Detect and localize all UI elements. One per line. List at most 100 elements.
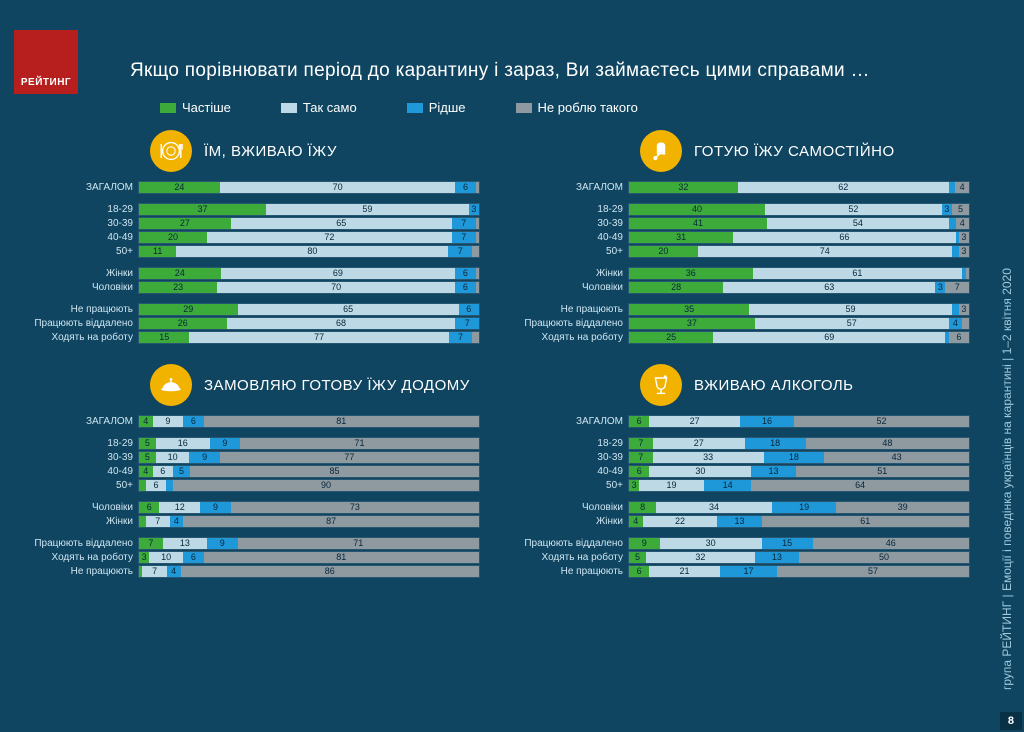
stacked-bar: 690 bbox=[138, 479, 480, 492]
page-title: Якщо порівнювати період до карантину і з… bbox=[130, 60, 870, 82]
bar-segment: 28 bbox=[629, 282, 723, 293]
bar-segment: 4 bbox=[949, 318, 963, 329]
bar-segment bbox=[476, 282, 479, 293]
bar-segment bbox=[949, 182, 956, 193]
bar-row: Жінки4221361 bbox=[520, 514, 970, 528]
stacked-bar: 7486 bbox=[138, 565, 480, 578]
legend-item: Частіше bbox=[160, 100, 231, 115]
bar-segment: 48 bbox=[806, 438, 969, 449]
bar-label: 40-49 bbox=[520, 466, 628, 477]
bar-segment: 6 bbox=[629, 466, 649, 477]
bar-segment: 15 bbox=[762, 538, 813, 549]
bar-segment bbox=[966, 268, 969, 279]
bar-segment bbox=[476, 182, 479, 193]
bar-segment: 65 bbox=[238, 304, 459, 315]
bar-label: ЗАГАЛОМ bbox=[520, 416, 628, 427]
chart-title: ЇМ, ВЖИВАЮ ЇЖУ bbox=[204, 143, 337, 160]
bar-label: 30-39 bbox=[30, 452, 138, 463]
bar-segment bbox=[139, 480, 146, 491]
bar-segment: 61 bbox=[762, 516, 969, 527]
bar-segment: 32 bbox=[629, 182, 738, 193]
bar-label: Ходять на роботу bbox=[520, 552, 628, 563]
bar-segment bbox=[476, 268, 479, 279]
bar-segment: 72 bbox=[207, 232, 452, 243]
bar-segment: 26 bbox=[139, 318, 227, 329]
bar-segment bbox=[139, 516, 146, 527]
bar-segment: 32 bbox=[646, 552, 755, 563]
bar-segment: 7 bbox=[629, 452, 653, 463]
bar-segment: 80 bbox=[176, 246, 448, 257]
bar-segment bbox=[472, 246, 479, 257]
bar-segment: 4 bbox=[139, 416, 153, 427]
bar-label: Працюють віддалено bbox=[30, 538, 138, 549]
row-group: 18-2940523530-394154440-493166350+20743 bbox=[520, 202, 970, 258]
bar-segment: 9 bbox=[189, 452, 219, 463]
chart-title: ВЖИВАЮ АЛКОГОЛЬ bbox=[694, 377, 854, 394]
bar-row: Не працюють29656 bbox=[30, 302, 480, 316]
bar-label: Не працюють bbox=[520, 304, 628, 315]
stacked-bar: 510977 bbox=[138, 451, 480, 464]
bar-segment: 6 bbox=[455, 282, 475, 293]
chart-title: ЗАМОВЛЯЮ ГОТОВУ ЇЖУ ДОДОМУ bbox=[204, 377, 470, 394]
bar-segment: 9 bbox=[200, 502, 231, 513]
bar-segment: 24 bbox=[139, 268, 221, 279]
chart-block: ЇМ, ВЖИВАЮ ЇЖУЗАГАЛОМ2470618-293759330-3… bbox=[30, 130, 480, 352]
bar-segment: 65 bbox=[231, 218, 452, 229]
bar-label: 50+ bbox=[520, 246, 628, 257]
bar-segment: 41 bbox=[629, 218, 767, 229]
bar-label: 40-49 bbox=[30, 466, 138, 477]
stacked-bar: 310681 bbox=[138, 551, 480, 564]
bar-segment: 5 bbox=[629, 552, 646, 563]
row-group: Чоловіки8341939Жінки4221361 bbox=[520, 500, 970, 528]
bar-label: Жінки bbox=[520, 268, 628, 279]
bar-row: 40-4920727 bbox=[30, 230, 480, 244]
stacked-bar: 37593 bbox=[138, 203, 480, 216]
bar-segment: 6 bbox=[183, 552, 203, 563]
bar-segment: 3 bbox=[959, 246, 969, 257]
bar-segment: 81 bbox=[204, 416, 479, 427]
bar-segment: 6 bbox=[153, 466, 173, 477]
bar-segment bbox=[962, 318, 969, 329]
bar-segment: 9 bbox=[210, 438, 240, 449]
stacked-bar: 3661 bbox=[628, 267, 970, 280]
bar-row: Працюють віддалено713971 bbox=[30, 536, 480, 550]
bar-segment: 6 bbox=[146, 480, 166, 491]
bar-segment: 19 bbox=[772, 502, 837, 513]
bar-label: 18-29 bbox=[520, 204, 628, 215]
bar-segment: 16 bbox=[156, 438, 210, 449]
stacked-bar: 3191464 bbox=[628, 479, 970, 492]
stacked-bar: 20727 bbox=[138, 231, 480, 244]
stacked-bar: 5321350 bbox=[628, 551, 970, 564]
bar-segment: 9 bbox=[153, 416, 184, 427]
bar-label: 18-29 bbox=[520, 438, 628, 449]
bar-segment: 6 bbox=[629, 566, 649, 577]
bar-row: Ходять на роботу15777 bbox=[30, 330, 480, 344]
bar-segment: 46 bbox=[813, 538, 969, 549]
bar-segment: 4 bbox=[167, 566, 181, 577]
bar-row: 50+690 bbox=[30, 478, 480, 492]
bar-label: ЗАГАЛОМ bbox=[30, 182, 138, 193]
bar-segment: 20 bbox=[139, 232, 207, 243]
bar-segment: 7 bbox=[142, 566, 166, 577]
legend-label: Частіше bbox=[182, 100, 231, 115]
bar-row: Жінки7487 bbox=[30, 514, 480, 528]
chart-title: ГОТУЮ ЇЖУ САМОСТІЙНО bbox=[694, 143, 895, 160]
brand-logo-text: РЕЙТИНГ bbox=[21, 77, 71, 88]
bar-label: Чоловіки bbox=[520, 282, 628, 293]
bar-segment: 7 bbox=[945, 282, 969, 293]
bar-segment: 43 bbox=[824, 452, 969, 463]
bar-segment: 7 bbox=[452, 218, 476, 229]
bar-row: 30-39510977 bbox=[30, 450, 480, 464]
stacked-bar: 11807 bbox=[138, 245, 480, 258]
bar-segment: 18 bbox=[764, 452, 825, 463]
bar-segment: 7 bbox=[448, 246, 472, 257]
bar-segment: 74 bbox=[698, 246, 952, 257]
bar-segment: 15 bbox=[139, 332, 189, 343]
bar-label: Працюють віддалено bbox=[30, 318, 138, 329]
bar-segment bbox=[952, 304, 959, 315]
bar-label: Жінки bbox=[30, 268, 138, 279]
bar-segment: 9 bbox=[207, 538, 238, 549]
bar-segment: 6 bbox=[459, 304, 479, 315]
stacked-bar: 9301546 bbox=[628, 537, 970, 550]
bar-segment: 31 bbox=[629, 232, 733, 243]
